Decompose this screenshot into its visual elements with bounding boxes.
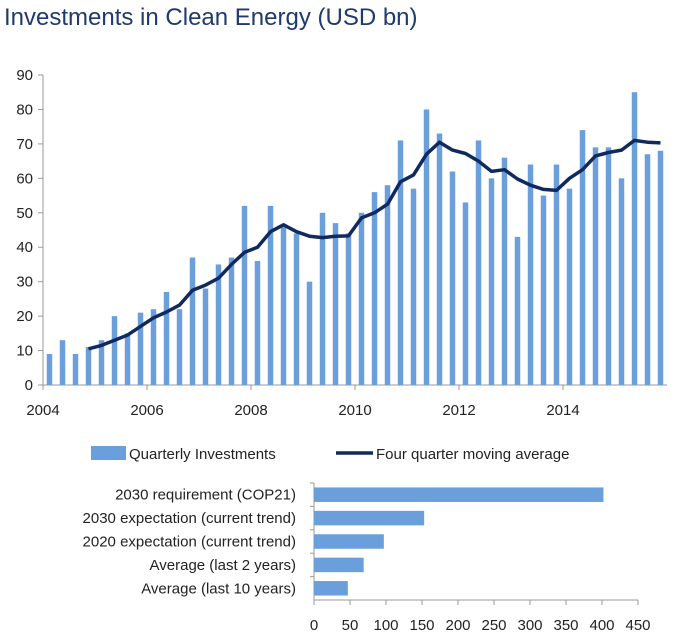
investment-bar [631, 92, 638, 385]
category-label: Average (last 2 years) [150, 557, 296, 574]
investment-bar [215, 264, 222, 385]
investment-bar [514, 236, 521, 385]
legend-bar-swatch [91, 446, 126, 460]
y-tick-label: 0 [25, 377, 33, 394]
comparison-bar [314, 510, 425, 526]
investment-bar [592, 147, 599, 385]
investment-bar [475, 140, 482, 385]
x-tick-label: 2006 [130, 402, 163, 419]
x-tick-label: 400 [589, 617, 614, 634]
y-tick-label: 50 [16, 205, 33, 222]
investment-bar [436, 133, 443, 385]
investment-bar [540, 195, 547, 385]
category-label: 2020 expectation (current trend) [83, 534, 296, 551]
investment-bar [618, 178, 625, 385]
investment-bar [267, 205, 274, 385]
investment-bar [202, 288, 209, 385]
category-label: 2030 expectation (current trend) [83, 510, 296, 527]
investment-bar [280, 226, 287, 385]
investment-bar [124, 333, 131, 385]
comparison-bar [314, 581, 348, 596]
y-tick-label: 80 [16, 101, 33, 118]
investment-bar [345, 233, 352, 385]
investment-bar [85, 347, 92, 385]
comparison-bar [314, 534, 384, 549]
investment-bar [384, 185, 391, 385]
investment-bar [46, 354, 53, 385]
y-tick-label: 90 [16, 67, 33, 84]
x-tick-label: 2010 [338, 402, 371, 419]
investment-bar [488, 178, 495, 385]
investment-bar [137, 312, 144, 385]
x-tick-label: 0 [310, 617, 318, 634]
investment-bar [553, 164, 560, 385]
y-tick-label: 30 [16, 274, 33, 291]
category-label: Average (last 10 years) [141, 580, 296, 597]
y-tick-label: 20 [16, 308, 33, 325]
investment-bar [319, 212, 326, 385]
moving-average-line [88, 138, 661, 351]
comparison-bar [314, 557, 364, 573]
y-tick-label: 70 [16, 136, 33, 153]
comparison-bar [314, 487, 604, 502]
investment-bar [657, 150, 664, 385]
investment-bar [566, 188, 573, 385]
investment-bar [449, 171, 456, 385]
investment-bar [98, 340, 105, 385]
investment-bar [358, 212, 365, 385]
investment-bar [501, 157, 508, 385]
x-tick-label: 2012 [442, 402, 475, 419]
investment-bar [228, 257, 235, 385]
comparison-bar-chart: 2030 requirement (COP21) 2030 expectation… [83, 482, 651, 634]
x-tick-label: 50 [342, 617, 359, 634]
investment-bar [527, 164, 534, 385]
investment-bar [241, 205, 248, 385]
investment-bar [605, 147, 612, 385]
x-tick-label: 300 [517, 617, 542, 634]
investment-bar [72, 354, 79, 385]
y-tick-label: 10 [16, 343, 33, 360]
y-tick-label: 40 [16, 239, 33, 256]
x-tick-label: 100 [373, 617, 398, 634]
chart-legend: Quarterly Investments Four quarter movin… [91, 446, 569, 463]
investment-bar [410, 188, 417, 385]
legend-bar-label: Quarterly Investments [129, 446, 276, 463]
x-tick-label: 2008 [234, 402, 267, 419]
investment-bar [163, 292, 170, 385]
investment-bar [59, 340, 66, 385]
y-tick-label: 60 [16, 170, 33, 187]
x-tick-label: 450 [625, 617, 650, 634]
investment-bar [332, 223, 339, 385]
chart-title: Investments in Clean Energy (USD bn) [4, 4, 418, 31]
x-tick-label: 150 [409, 617, 434, 634]
x-tick-label: 2004 [26, 402, 59, 419]
x-tick-label: 250 [481, 617, 506, 634]
investment-bar [254, 261, 261, 385]
investment-bar [579, 130, 586, 385]
x-tick-label: 350 [553, 617, 578, 634]
investment-bar [150, 309, 157, 385]
investment-bar [293, 233, 300, 385]
investment-bar [306, 281, 313, 385]
investment-bar [176, 309, 183, 385]
x-tick-label: 200 [445, 617, 470, 634]
investment-bar [371, 192, 378, 385]
investment-bar [423, 109, 430, 385]
investment-bar [462, 202, 469, 385]
investment-bar [644, 154, 651, 385]
investment-bar [189, 257, 196, 385]
investment-bar [111, 316, 118, 385]
legend-line-label: Four quarter moving average [376, 446, 569, 463]
category-label: 2030 requirement (COP21) [115, 487, 296, 504]
quarterly-investments-chart: 0 10 20 30 40 50 60 70 80 90 2004 2006 2008 2010 2012 2… [16, 67, 667, 419]
investment-bar [397, 140, 404, 385]
x-tick-label: 2014 [546, 402, 579, 419]
